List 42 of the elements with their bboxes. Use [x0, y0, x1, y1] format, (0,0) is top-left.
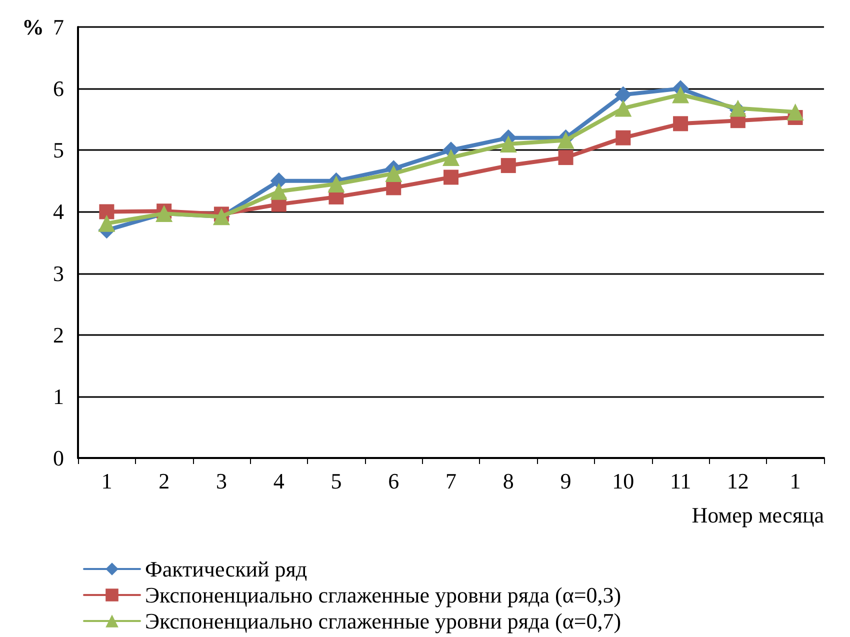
y-tick-label: 0 — [53, 446, 64, 470]
point — [786, 103, 804, 120]
x-tick-label: 8 — [502, 468, 514, 494]
y-tick-label: 6 — [53, 76, 64, 102]
x-tick-label: 1 — [101, 468, 112, 494]
x-tick-label: 6 — [388, 468, 400, 494]
point — [614, 100, 632, 117]
x-tick-label: 4 — [273, 468, 284, 494]
x-tick-label: 7 — [446, 468, 456, 494]
point — [385, 165, 402, 182]
legend-label: Экспоненциально сглаженные уровни ряда (α=0,3) — [145, 582, 622, 608]
point — [444, 170, 458, 185]
point — [614, 86, 632, 104]
point — [99, 204, 114, 220]
x-tick-label: 10 — [612, 468, 634, 494]
y-tick-label: 7 — [53, 14, 64, 40]
y-tick-label: 4 — [53, 199, 64, 224]
x-axis-title: Номер месяца — [692, 502, 824, 528]
point — [616, 130, 631, 146]
x-tick-label: 12 — [726, 468, 749, 494]
y-tick-label: 1 — [53, 384, 64, 409]
point — [98, 214, 116, 232]
y-tick-label: 3 — [53, 260, 64, 286]
legend-label: Фактический ряд — [145, 556, 308, 582]
point — [558, 150, 574, 166]
x-tick-label: 9 — [560, 468, 572, 494]
legend-label: Экспоненциально сглаженные уровни ряда (α=0,7) — [145, 608, 622, 634]
x-tick-label: 5 — [330, 468, 342, 494]
x-tick-label: 11 — [670, 468, 692, 494]
point — [673, 116, 688, 132]
point — [328, 176, 345, 193]
point — [442, 149, 460, 166]
x-tick-label: 2 — [158, 468, 170, 494]
point — [500, 135, 517, 152]
point — [500, 158, 516, 174]
x-tick-label: 1 — [790, 468, 801, 494]
y-tick-label: 2 — [53, 322, 64, 348]
y-axis-title: % — [22, 14, 44, 40]
point — [270, 182, 288, 200]
y-tick-label: 5 — [53, 138, 64, 163]
point — [672, 86, 690, 104]
x-tick-label: 3 — [216, 468, 227, 494]
